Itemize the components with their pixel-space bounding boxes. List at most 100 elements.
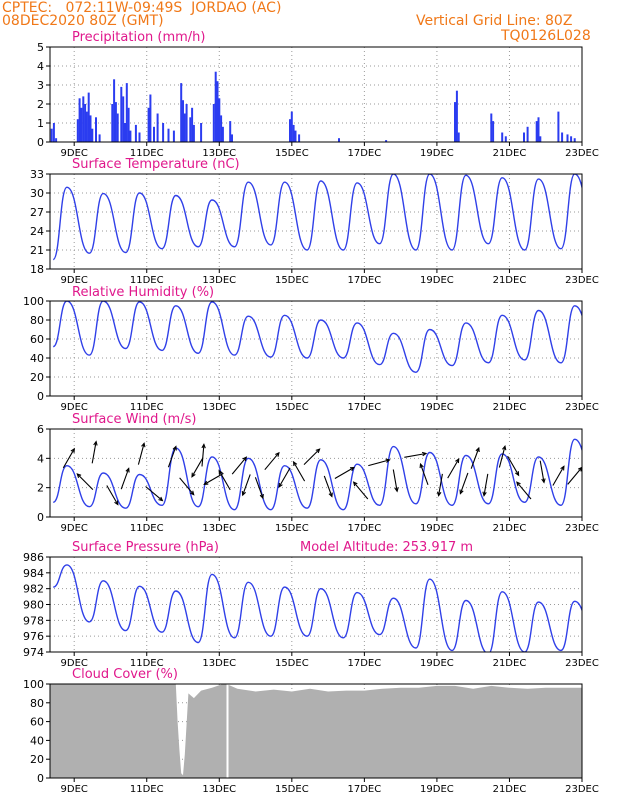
precip-bar	[55, 138, 58, 142]
wind-vector-head	[436, 491, 442, 497]
wind-vector	[483, 473, 489, 496]
pres-ytick-label: 974	[23, 646, 44, 659]
precip-bar	[167, 128, 170, 142]
wind-vector-head	[201, 443, 206, 449]
wind-vector-head	[459, 489, 464, 495]
precip-bar	[162, 123, 165, 142]
precip-bar	[114, 102, 117, 142]
wind-vector-head	[421, 451, 428, 457]
precip-bar	[113, 79, 116, 142]
wind-xtick-label: 17DEC	[348, 523, 382, 534]
precip-bar	[535, 121, 538, 142]
precip-bar	[172, 130, 175, 142]
precip-frame	[49, 46, 583, 143]
wind-vector-head	[114, 500, 119, 506]
wind-xtick-label: 23DEC	[565, 523, 599, 534]
temp-ytick-label: 30	[30, 187, 44, 200]
rh-xtick-label: 11DEC	[130, 402, 164, 413]
precip-bar	[539, 136, 542, 142]
precip-bar	[298, 134, 301, 142]
precip-bar	[134, 124, 137, 142]
precip-xtick-label: 11DEC	[130, 148, 164, 159]
precip-bar	[490, 113, 493, 142]
wind-vector	[120, 468, 130, 490]
precip-bar	[153, 126, 155, 142]
wind-vector-head	[125, 467, 130, 473]
pres-ytick-label: 980	[23, 599, 44, 612]
precip-xtick-label: 19DEC	[420, 148, 454, 159]
wind-vector-head	[541, 478, 546, 484]
wind-xtick-label: 13DEC	[202, 523, 236, 534]
rh-grid	[50, 301, 582, 396]
precip-ytick-label: 5	[37, 41, 44, 54]
wind-vector-head	[76, 473, 82, 478]
precip-bar	[501, 132, 504, 142]
precip-bar	[182, 100, 184, 142]
precip-ytick-label: 1	[37, 117, 44, 130]
precip-bar	[526, 126, 529, 142]
wind-ytick-label: 4	[37, 452, 44, 465]
cloud-xtick-label: 9DEC	[61, 784, 88, 795]
temp-xtick-label: 13DEC	[202, 275, 236, 286]
precip-bar	[570, 136, 573, 142]
model-code: TQ0126L028	[501, 28, 591, 44]
rh-frame	[49, 300, 583, 397]
precip-bar	[149, 94, 152, 142]
wind-ytick-label: 6	[37, 423, 44, 436]
wind-vector	[368, 459, 390, 467]
wind-frame	[49, 428, 583, 518]
precip-xtick-label: 15DEC	[275, 148, 309, 159]
temp-title: Surface Temperature (nC)	[72, 157, 240, 172]
wind-vector-head	[514, 471, 520, 477]
wind-vector-head	[191, 472, 196, 478]
rh-ytick-label: 80	[30, 314, 44, 327]
rh-ytick-label: 100	[23, 295, 44, 308]
cloud-xtick-label: 13DEC	[202, 784, 236, 795]
cloud-xtick-label: 21DEC	[493, 784, 527, 795]
rh-ytick-label: 60	[30, 333, 44, 346]
wind-vector	[353, 481, 369, 500]
cloud-ytick-label: 60	[30, 716, 44, 729]
wind-xtick-label: 15DEC	[275, 523, 309, 534]
precip-bar	[52, 123, 55, 142]
precip-bar	[95, 117, 97, 142]
wind-vector	[293, 461, 306, 482]
wind-vector-head	[352, 481, 358, 487]
wind-vector	[303, 448, 320, 465]
wind-vector	[552, 466, 565, 486]
wind-vector	[404, 452, 427, 458]
cloud-cover-area	[50, 684, 582, 778]
wind-title: Surface Wind (m/s)	[72, 412, 196, 427]
precip-ytick-label: 0	[37, 136, 44, 149]
wind-xtick-label: 19DEC	[420, 523, 454, 534]
precip-bar	[50, 128, 53, 142]
precip-bar	[122, 96, 125, 142]
wind-vector-head	[482, 491, 487, 497]
grid-line-note: Vertical Grid Line: 80Z	[416, 13, 573, 29]
precip-grid	[50, 47, 582, 142]
cloud-frame	[49, 683, 583, 779]
precip-bar	[129, 130, 132, 142]
pres-xtick-label: 21DEC	[493, 658, 527, 669]
wind-vector-head	[203, 480, 209, 486]
rh-ytick-label: 40	[30, 352, 44, 365]
temp-ytick-label: 27	[30, 206, 44, 219]
rh-xtick-label: 19DEC	[420, 402, 454, 413]
pres-xtick-label: 19DEC	[420, 658, 454, 669]
wind-xtick-label: 11DEC	[130, 523, 164, 534]
temp-series-line	[52, 174, 582, 261]
temp-ytick-label: 18	[30, 263, 44, 276]
wind-vector	[516, 481, 532, 500]
precip-xtick-label: 21DEC	[493, 148, 527, 159]
cloud-title: Cloud Cover (%)	[72, 667, 178, 682]
temp-grid	[50, 174, 582, 269]
date-header: 08DEC2020 80Z (GMT)	[2, 13, 164, 29]
precip-bar	[218, 98, 221, 142]
precip-bar	[91, 128, 94, 142]
precip-bar	[127, 107, 130, 142]
precip-bar	[185, 104, 188, 142]
precip-bar	[221, 126, 224, 142]
precip-bar	[455, 90, 458, 142]
precip-bar	[338, 138, 340, 142]
precip-bar	[89, 115, 92, 142]
